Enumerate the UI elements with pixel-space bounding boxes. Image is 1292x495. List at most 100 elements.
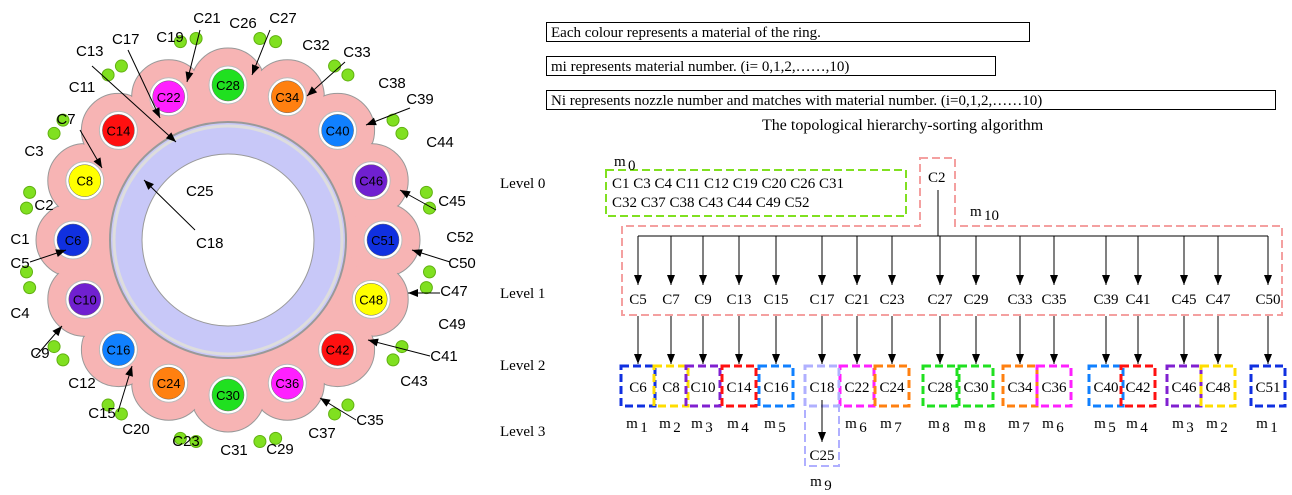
ring-outer-label: C45: [438, 193, 466, 210]
level-label: Level 3: [500, 424, 545, 440]
ring-outer-label: C21: [193, 10, 221, 27]
level2-box-c16: [757, 364, 795, 408]
material-sub: 2: [1220, 420, 1228, 436]
level2-box-c8: [652, 364, 690, 408]
edge-l2-c27-head: [936, 354, 944, 364]
material-circle-c30: [211, 378, 245, 412]
level1-node-c15: C15: [763, 292, 788, 308]
nozzle-dot: [341, 398, 355, 412]
ring-outer-label: C38: [378, 75, 406, 92]
material-sub: 5: [1108, 420, 1116, 436]
ring-outer-label: C7: [56, 111, 75, 128]
level2-box-c36: [1035, 364, 1073, 408]
level-label: Level 1: [500, 286, 545, 302]
level1-node-c23: C23: [879, 292, 904, 308]
level2-box-c28: [921, 364, 959, 408]
arrow-c41-head: [368, 338, 379, 347]
arrow-c27-head: [252, 64, 260, 75]
level0-group-line2: C32 C37 C38 C43 C44 C49 C52: [612, 195, 810, 211]
material-circle-label: C46: [359, 174, 383, 189]
ring-outer-label: C44: [426, 134, 454, 151]
ring-outer-label: C1: [10, 231, 29, 248]
material-sub: 6: [859, 420, 867, 436]
edge-to-c5-head: [634, 275, 642, 285]
material-sub: 2: [673, 420, 681, 436]
ring-outer-label: C11: [69, 79, 95, 96]
material-label: m: [1126, 416, 1138, 432]
edge-l2-c33-head: [1016, 354, 1024, 364]
level2-node-c40: C40: [1093, 380, 1118, 396]
material-circle-label: C16: [106, 343, 130, 358]
arrow-c47-head: [408, 289, 418, 297]
level0-group-line1: C1 C3 C4 C11 C12 C19 C20 C26 C31: [612, 176, 844, 192]
edge-l2-c45-head: [1180, 354, 1188, 364]
edge-l2-c17-head: [818, 354, 826, 364]
ring-inner-label-c18: C18: [196, 235, 224, 252]
nozzle-dot: [253, 434, 267, 448]
material-sub: 1: [1270, 420, 1278, 436]
level2-box-c40: [1087, 364, 1125, 408]
edge-l2-c41-head: [1134, 354, 1142, 364]
level2-box-c30: [957, 364, 995, 408]
ring-outer-label: C3: [24, 143, 43, 160]
arrow-c18-head: [144, 180, 154, 190]
edge-to-c7-head: [667, 275, 675, 285]
level2-node-c30: C30: [963, 380, 988, 396]
nozzle-dot: [189, 434, 203, 448]
edge-to-c39-head: [1102, 275, 1110, 285]
edge-l2-c29-head: [972, 354, 980, 364]
material-circle-c51: [366, 223, 400, 257]
level1-node-c21: C21: [844, 292, 869, 308]
ring-outer-label: C4: [10, 305, 29, 322]
level1-node-c41: C41: [1125, 292, 1150, 308]
ring-inner-label-c25: C25: [186, 183, 214, 200]
ring-band-edge: [112, 124, 344, 356]
level1-node-c7: C7: [662, 292, 680, 308]
nozzle-dot: [23, 185, 37, 199]
material-circle-label: C36: [275, 376, 299, 391]
material-label: m: [964, 416, 976, 432]
edge-to-c17-head: [818, 275, 826, 285]
ring-outer-label: C15: [88, 405, 116, 422]
nozzle-dot: [419, 185, 433, 199]
level1-node-c13: C13: [726, 292, 751, 308]
material-sub: 7: [894, 420, 902, 436]
arrow-c7-head: [93, 157, 102, 168]
nozzle-dot: [328, 407, 342, 421]
ring-band-label-c17: C17: [112, 31, 140, 48]
nozzle-dot: [386, 353, 400, 367]
material-circle-c14: [102, 114, 135, 147]
ring-outer-label: C35: [356, 412, 384, 429]
material-circle-label: C48: [359, 292, 383, 307]
edge-l2-c15-head: [772, 354, 780, 364]
root-region-label: m: [970, 204, 982, 220]
level0-group-box: [605, 169, 907, 217]
level-label: Level 2: [500, 358, 545, 374]
nozzle-dot: [173, 431, 187, 445]
ring-outer-label: C20: [122, 421, 150, 438]
edge-to-c29-head: [972, 275, 980, 285]
level2-node-c36: C36: [1041, 380, 1067, 396]
level2-node-c46: C46: [1171, 380, 1197, 396]
nozzle-dot: [253, 32, 267, 46]
edge-to-c47-head: [1214, 275, 1222, 285]
arrow-c13-head: [165, 132, 176, 142]
material-sub: 8: [978, 420, 986, 436]
level2-node-c24: C24: [879, 380, 905, 396]
level2-node-c14: C14: [726, 380, 752, 396]
material-circle-c40: [321, 114, 354, 147]
ring-outer-label: C37: [308, 425, 336, 442]
nozzle-dot: [47, 126, 61, 140]
material-label: m: [764, 416, 776, 432]
edge-to-c23-head: [888, 275, 896, 285]
nozzle-dot: [20, 265, 34, 279]
level2-node-c48: C48: [1205, 380, 1230, 396]
material-label: m: [928, 416, 940, 432]
ring-outer-label: C52: [446, 229, 474, 246]
level1-node-c35: C35: [1041, 292, 1066, 308]
material-circle-label: C42: [326, 343, 350, 358]
material-circle-c8: [68, 164, 102, 197]
material-circle-c10: [68, 283, 102, 316]
root-region-sub: 10: [984, 208, 999, 224]
